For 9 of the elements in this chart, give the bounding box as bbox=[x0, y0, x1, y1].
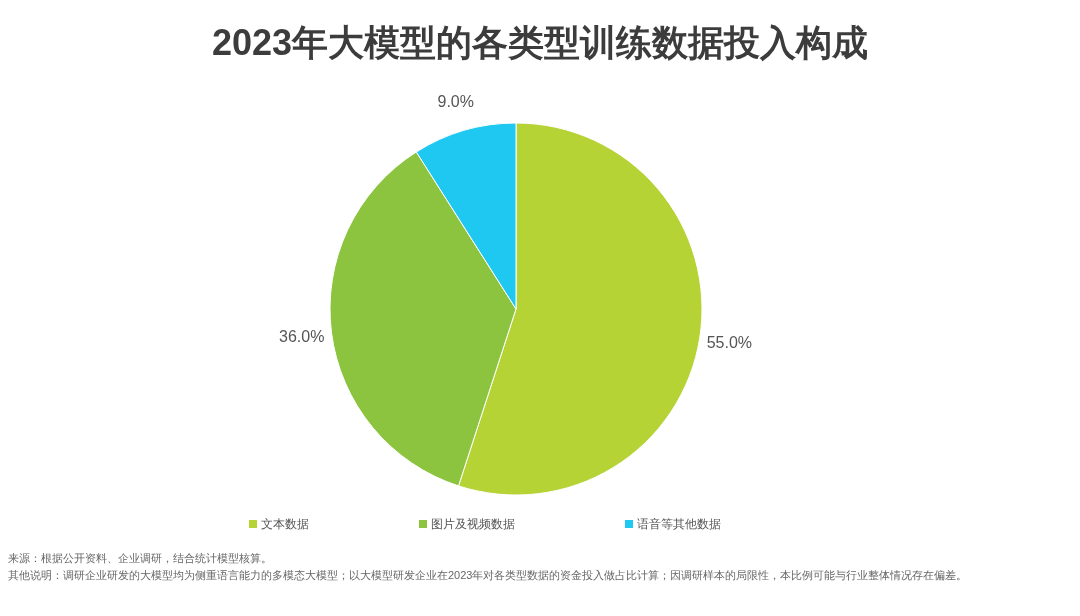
text: 其他说明：调研企业研发的大模型均为侧重语言能力的多模态大模型；以大模型研发企业在2023年对各类型数据的资金投入做占比计算；因调研样本的局限性，本比例可能与行业整体情况存在偏差。 bbox=[8, 568, 968, 583]
legend-label: 文本数据 bbox=[261, 517, 309, 531]
legend-label: 语音等其他数据 bbox=[637, 517, 721, 531]
data-label: 55.0% bbox=[706, 334, 753, 352]
data-label: 36.0% bbox=[279, 327, 325, 345]
data-label: 9.0% bbox=[437, 93, 474, 111]
chart-title: 2023年大模型的各类型训练数据投入构成 bbox=[210, 20, 870, 65]
legend-label: 图片及视频数据 bbox=[431, 517, 515, 531]
source-note: 来源：根据公开资料、企业调研，结合统计模型核算。 bbox=[8, 551, 273, 566]
